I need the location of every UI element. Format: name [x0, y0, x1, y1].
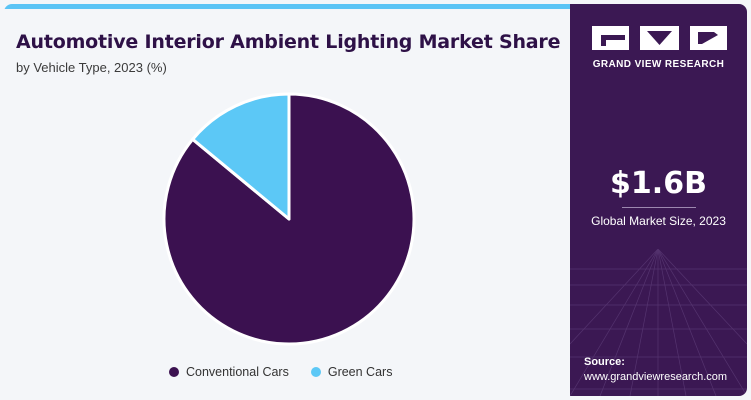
- legend-item-conventional-cars: Conventional Cars: [169, 365, 289, 379]
- legend-label-green-cars: Green Cars: [327, 365, 393, 379]
- source-url[interactable]: www.grandviewresearch.com: [584, 371, 728, 383]
- chart-legend: Conventional Cars Green Cars: [169, 365, 414, 379]
- legend-swatch-conventional-cars: [169, 367, 179, 377]
- info-sidebar: GRAND VIEW RESEARCH $1.6B Global Market …: [570, 4, 747, 396]
- chart-subtitle: by Vehicle Type, 2023 (%): [16, 60, 167, 75]
- market-size-caption: Global Market Size, 2023: [591, 214, 726, 228]
- chart-card: Automotive Interior Ambient Lighting Mar…: [4, 4, 747, 396]
- pie-chart: [162, 92, 416, 346]
- legend-item-green-cars: Green Cars: [310, 365, 393, 379]
- accent-bar: [4, 4, 570, 9]
- legend-swatch-green-cars: [310, 367, 321, 377]
- market-size-value: $1.6B: [610, 166, 707, 201]
- source-label: Source:: [584, 356, 625, 368]
- chart-title: Automotive Interior Ambient Lighting Mar…: [16, 31, 561, 53]
- legend-label-conventional-cars: Conventional Cars: [186, 365, 289, 379]
- brand-name: GRAND VIEW RESEARCH: [592, 59, 725, 70]
- grand-view-research-logo: [592, 26, 727, 50]
- divider: [622, 207, 696, 208]
- pie-slice-green-cars: [191, 92, 291, 221]
- decorative-grid-pattern: [570, 249, 747, 396]
